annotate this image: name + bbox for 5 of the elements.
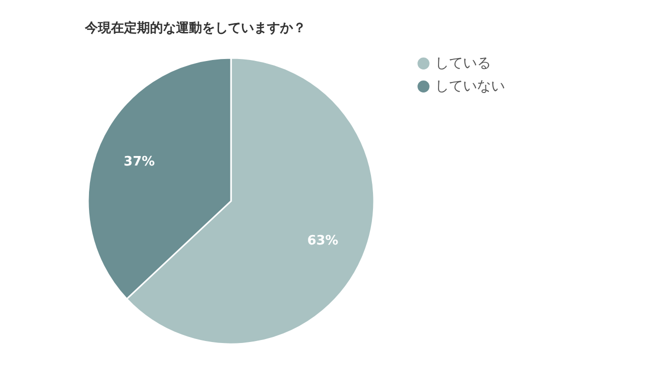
data-label: 63% [307, 234, 338, 249]
data-label: 37% [124, 154, 155, 170]
legend-label: していない [435, 78, 505, 94]
legend-label: している [435, 56, 491, 72]
chart-title: 今現在定期的な運動をしていますか？ [84, 20, 306, 36]
